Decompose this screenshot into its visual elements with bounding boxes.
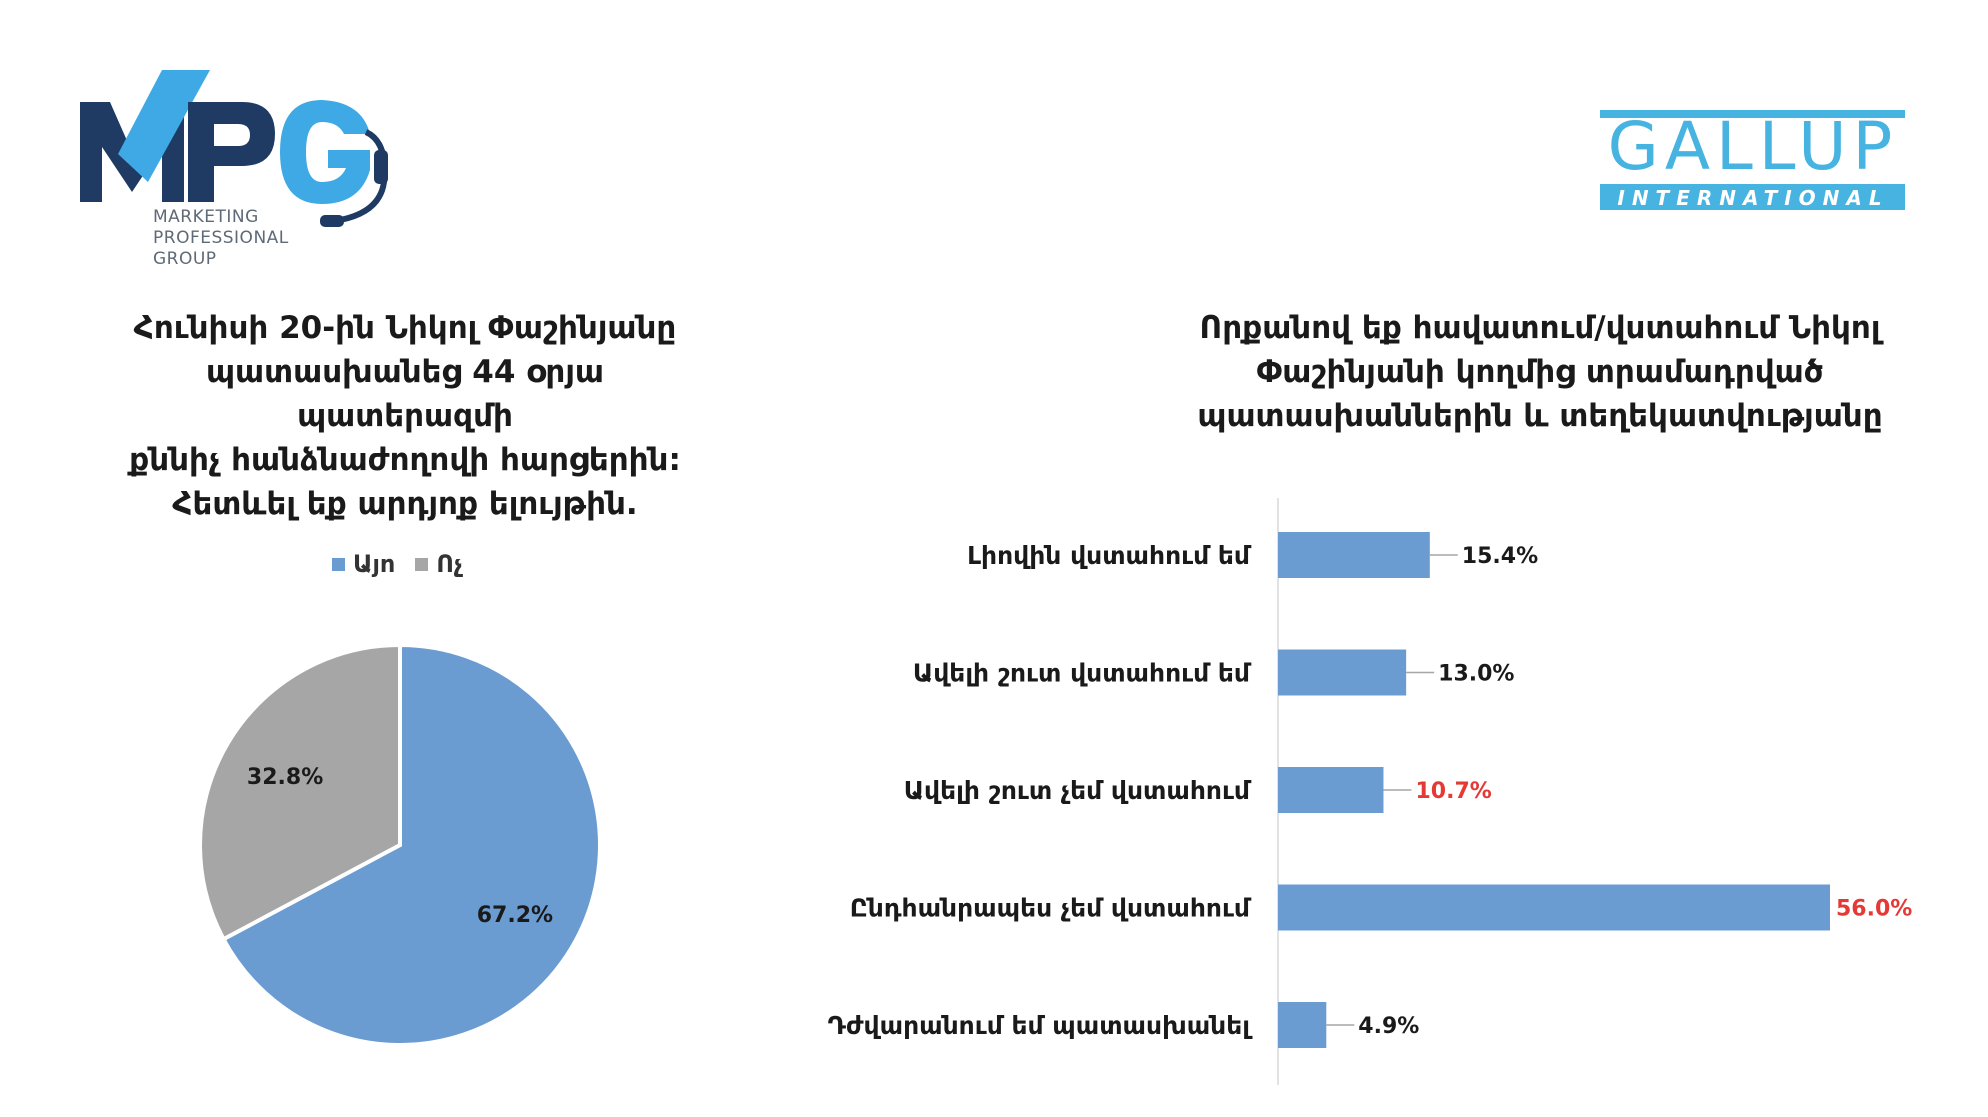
bar bbox=[1278, 649, 1407, 696]
mpg-subtitle: MARKETING PROFESSIONAL GROUP bbox=[153, 207, 289, 270]
bar bbox=[1278, 532, 1430, 578]
pie-legend: Այո Ոչ bbox=[332, 550, 463, 578]
mpg-subtitle-line: GROUP bbox=[153, 249, 217, 269]
bar-category-label: Ավելի շուտ չեմ վստահում bbox=[904, 776, 1252, 805]
gallup-logo bbox=[1600, 110, 1905, 210]
bar-data-label: 4.9% bbox=[1358, 1014, 1419, 1039]
pie-title-line: պատասխանեց 44 օրյա պատերազմի bbox=[205, 354, 605, 434]
legend-label-yes: Այո bbox=[353, 550, 396, 578]
pie-slice-yes bbox=[220, 642, 602, 1047]
bar-category-label: Լիովին վստահում եմ bbox=[967, 541, 1252, 570]
bar-title-line: Փաշինյանի կողմից տրամադրված bbox=[1256, 354, 1824, 390]
gallup-international-text: INTERNATIONAL bbox=[1617, 186, 1889, 210]
bar-data-label: 10.7% bbox=[1415, 779, 1491, 804]
legend-item-yes: Այո bbox=[332, 550, 395, 578]
pie-chart-title: Հունիսի 20-ին Նիկոլ Փաշինյանը պատասխանեց… bbox=[95, 306, 715, 526]
pie-data-label: 32.8% bbox=[247, 765, 323, 790]
mpg-logo bbox=[80, 70, 388, 227]
bar-data-label: 13.0% bbox=[1438, 662, 1514, 687]
pie-title-line: քննիչ հանձնաժողովի հարցերին: bbox=[129, 442, 681, 478]
gallup-wordmark: GALLUP bbox=[1607, 108, 1899, 185]
legend-label-no: Ոչ bbox=[436, 550, 463, 578]
pie-title-line: Հետևել եք արդյոք ելույթին. bbox=[172, 486, 638, 522]
bar bbox=[1278, 1002, 1327, 1048]
bar-title-line: Որքանով եք հավատում/վստահում Նիկոլ bbox=[1199, 310, 1881, 346]
bar-category-label: Ընդհանրապես չեմ վստահում bbox=[850, 894, 1252, 923]
bar-data-label: 56.0% bbox=[1836, 897, 1912, 922]
legend-swatch-no bbox=[415, 557, 429, 571]
legend-swatch-yes bbox=[332, 557, 345, 571]
bar-category-label: Ավելի շուտ վստահում եմ bbox=[913, 659, 1252, 688]
bar-chart-title: Որքանով եք հավատում/վստահում Նիկոլ Փաշին… bbox=[1140, 306, 1940, 438]
bar-category-label: Դժվարանում եմ պատասխանել bbox=[828, 1011, 1254, 1040]
mpg-subtitle-line: MARKETING bbox=[153, 207, 259, 227]
mpg-subtitle-line: PROFESSIONAL bbox=[153, 228, 289, 248]
legend-item-no: Ոչ bbox=[415, 550, 463, 578]
pie-data-label: 67.2% bbox=[477, 903, 553, 928]
bar-data-label: 15.4% bbox=[1462, 544, 1538, 569]
bar bbox=[1278, 767, 1384, 813]
bar-title-line: պատասխաններին և տեղեկատվությանը bbox=[1197, 398, 1883, 434]
pie-title-line: Հունիսի 20-ին Նիկոլ Փաշինյանը bbox=[133, 310, 677, 346]
bar bbox=[1278, 884, 1830, 931]
pie-slice-no bbox=[198, 642, 402, 942]
